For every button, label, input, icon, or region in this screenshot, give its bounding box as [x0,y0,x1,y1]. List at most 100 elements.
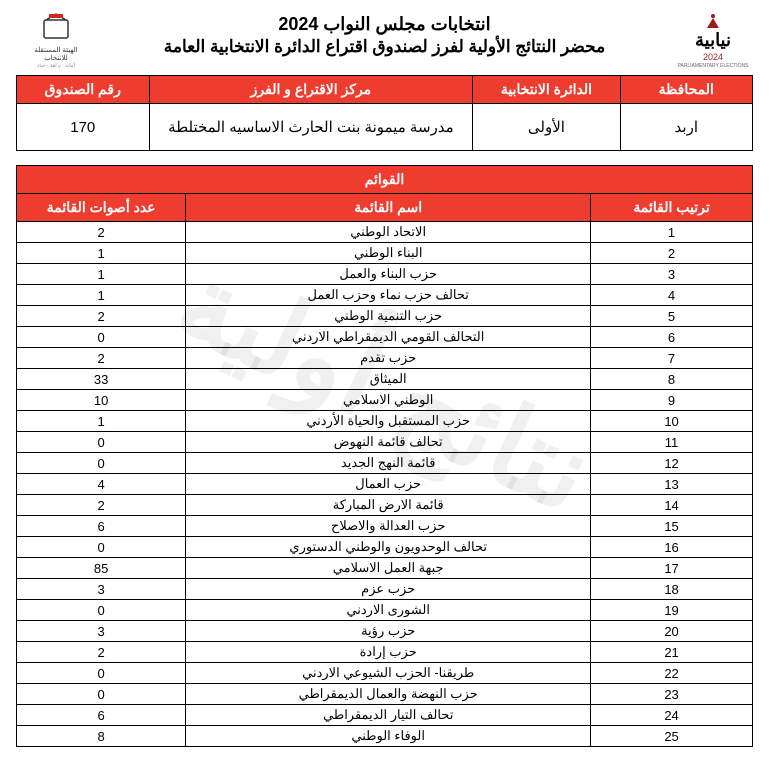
cell-name: حزب البناء والعمل [186,264,591,285]
table-row: 25الوفاء الوطني8 [17,726,753,747]
svg-text:نيابية: نيابية [695,30,731,50]
table-row: 22طريقنا- الحزب الشيوعي الاردني0 [17,663,753,684]
table-row: 17جبهة العمل الاسلامي85 [17,558,753,579]
table-row: 12قائمة النهج الجديد0 [17,453,753,474]
svg-text:2024: 2024 [703,52,723,62]
cell-name: تحالف قائمة النهوض [186,432,591,453]
info-table: المحافظة الدائرة الانتخابية مركز الاقترا… [16,75,753,151]
cell-votes: 1 [17,285,186,306]
table-row: 24تحالف التيار الديمقراطي6 [17,705,753,726]
cell-name: تحالف حزب نماء وحزب العمل [186,285,591,306]
cell-name: البناء الوطني [186,243,591,264]
table-row: 14قائمة الارض المباركة2 [17,495,753,516]
cell-votes: 2 [17,642,186,663]
info-box: 170 [17,104,150,151]
title-sub: محضر النتائج الأولية لفرز لصندوق اقتراع … [106,37,663,57]
lists-section-title: القوائم [17,166,753,194]
cell-name: طريقنا- الحزب الشيوعي الاردني [186,663,591,684]
cell-votes: 4 [17,474,186,495]
cell-votes: 85 [17,558,186,579]
cell-votes: 33 [17,369,186,390]
cell-rank: 24 [591,705,753,726]
cell-name: الوطني الاسلامي [186,390,591,411]
cell-rank: 25 [591,726,753,747]
cell-rank: 18 [591,579,753,600]
svg-text:PARLIAMENTARY ELECTIONS: PARLIAMENTARY ELECTIONS [677,63,749,67]
cell-rank: 13 [591,474,753,495]
table-row: 2البناء الوطني1 [17,243,753,264]
cell-rank: 1 [591,222,753,243]
cell-rank: 3 [591,264,753,285]
cell-rank: 7 [591,348,753,369]
cell-rank: 8 [591,369,753,390]
cell-name: التحالف القومي الديمقراطي الاردني [186,327,591,348]
cell-name: حزب العمال [186,474,591,495]
cell-rank: 17 [591,558,753,579]
cell-votes: 2 [17,306,186,327]
cell-rank: 11 [591,432,753,453]
cell-name: حزب رؤية [186,621,591,642]
cell-votes: 2 [17,495,186,516]
cell-name: حزب المستقبل والحياة الأردني [186,411,591,432]
cell-rank: 10 [591,411,753,432]
cell-votes: 1 [17,264,186,285]
table-row: 11تحالف قائمة النهوض0 [17,432,753,453]
table-row: 1الاتحاد الوطني2 [17,222,753,243]
info-district: الأولى [473,104,620,151]
cell-name: حزب تقدم [186,348,591,369]
cell-votes: 6 [17,705,186,726]
cell-rank: 23 [591,684,753,705]
svg-text:الهيئة المستقلة: الهيئة المستقلة [34,46,77,54]
cell-name: حزب النهضة والعمال الديمقراطي [186,684,591,705]
table-row: 21حزب إرادة2 [17,642,753,663]
cell-name: حزب إرادة [186,642,591,663]
lists-header-name: اسم القائمة [186,194,591,222]
table-row: 16تحالف الوحدويون والوطني الدستوري0 [17,537,753,558]
page-header: نيابية 2024 PARLIAMENTARY ELECTIONS انتخ… [16,12,753,67]
cell-name: الوفاء الوطني [186,726,591,747]
info-header-box: رقم الصندوق [17,76,150,104]
cell-name: حزب التنمية الوطني [186,306,591,327]
table-row: 5حزب التنمية الوطني2 [17,306,753,327]
logo-niyabiya: نيابية 2024 PARLIAMENTARY ELECTIONS [673,12,753,67]
title-main: انتخابات مجلس النواب 2024 [106,14,663,35]
cell-name: حزب عزم [186,579,591,600]
cell-rank: 22 [591,663,753,684]
table-row: 4تحالف حزب نماء وحزب العمل1 [17,285,753,306]
cell-votes: 0 [17,663,186,684]
cell-rank: 6 [591,327,753,348]
cell-rank: 21 [591,642,753,663]
cell-votes: 6 [17,516,186,537]
cell-votes: 3 [17,579,186,600]
cell-rank: 5 [591,306,753,327]
cell-rank: 4 [591,285,753,306]
cell-rank: 14 [591,495,753,516]
cell-name: الاتحاد الوطني [186,222,591,243]
cell-rank: 20 [591,621,753,642]
info-governorate: اربد [620,104,752,151]
cell-name: الميثاق [186,369,591,390]
cell-name: الشورى الاردني [186,600,591,621]
cell-votes: 3 [17,621,186,642]
cell-votes: 0 [17,684,186,705]
cell-votes: 0 [17,327,186,348]
info-header-governorate: المحافظة [620,76,752,104]
cell-votes: 0 [17,537,186,558]
lists-table: القوائم ترتيب القائمة اسم القائمة عدد أص… [16,165,753,747]
cell-votes: 10 [17,390,186,411]
cell-votes: 1 [17,411,186,432]
cell-rank: 16 [591,537,753,558]
table-row: 18حزب عزم3 [17,579,753,600]
cell-name: حزب العدالة والاصلاح [186,516,591,537]
cell-votes: 8 [17,726,186,747]
cell-rank: 2 [591,243,753,264]
table-row: 10حزب المستقبل والحياة الأردني1 [17,411,753,432]
svg-text:للانتخاب: للانتخاب [44,54,68,62]
cell-rank: 15 [591,516,753,537]
table-row: 8الميثاق33 [17,369,753,390]
cell-name: تحالف الوحدويون والوطني الدستوري [186,537,591,558]
table-row: 7حزب تقدم2 [17,348,753,369]
cell-votes: 2 [17,348,186,369]
table-row: 13حزب العمال4 [17,474,753,495]
cell-name: قائمة النهج الجديد [186,453,591,474]
